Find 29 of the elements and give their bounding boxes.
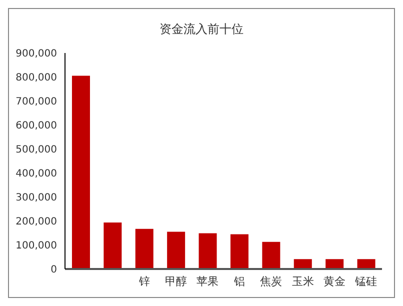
y-tick-label: 400,000	[16, 168, 57, 180]
y-tick-label: 900,000	[16, 48, 57, 60]
x-tick-label: 铝	[232, 274, 245, 288]
x-tick-label: 甲醇	[164, 274, 187, 288]
bar	[72, 76, 90, 269]
bar	[326, 259, 344, 269]
y-tick-label: 600,000	[16, 120, 57, 132]
bar	[104, 222, 122, 269]
bar	[230, 234, 248, 269]
bar	[167, 232, 186, 269]
bar	[135, 228, 154, 269]
x-tick-label: 锌	[138, 274, 150, 288]
x-tick-label: 玉米	[292, 274, 314, 288]
y-tick-label: 800,000	[16, 72, 57, 84]
bar	[294, 259, 312, 269]
x-tick-label: 锰硅	[354, 274, 378, 288]
y-tick-label: 500,000	[16, 144, 57, 156]
x-tick-label: 黄金	[323, 274, 346, 288]
y-tick-label: 700,000	[16, 96, 57, 108]
y-tick-label: 100,000	[16, 240, 57, 252]
x-tick-label: 焦炭	[260, 274, 282, 288]
chart-title: 资金流入前十位	[158, 21, 244, 38]
bar	[357, 259, 376, 269]
bar	[198, 233, 217, 269]
y-tick-label: 200,000	[16, 216, 57, 228]
y-tick-label: 300,000	[16, 192, 57, 204]
y-tick-label: 0	[50, 264, 57, 276]
x-tick-label: 苹果	[196, 274, 219, 288]
bar	[262, 242, 280, 269]
